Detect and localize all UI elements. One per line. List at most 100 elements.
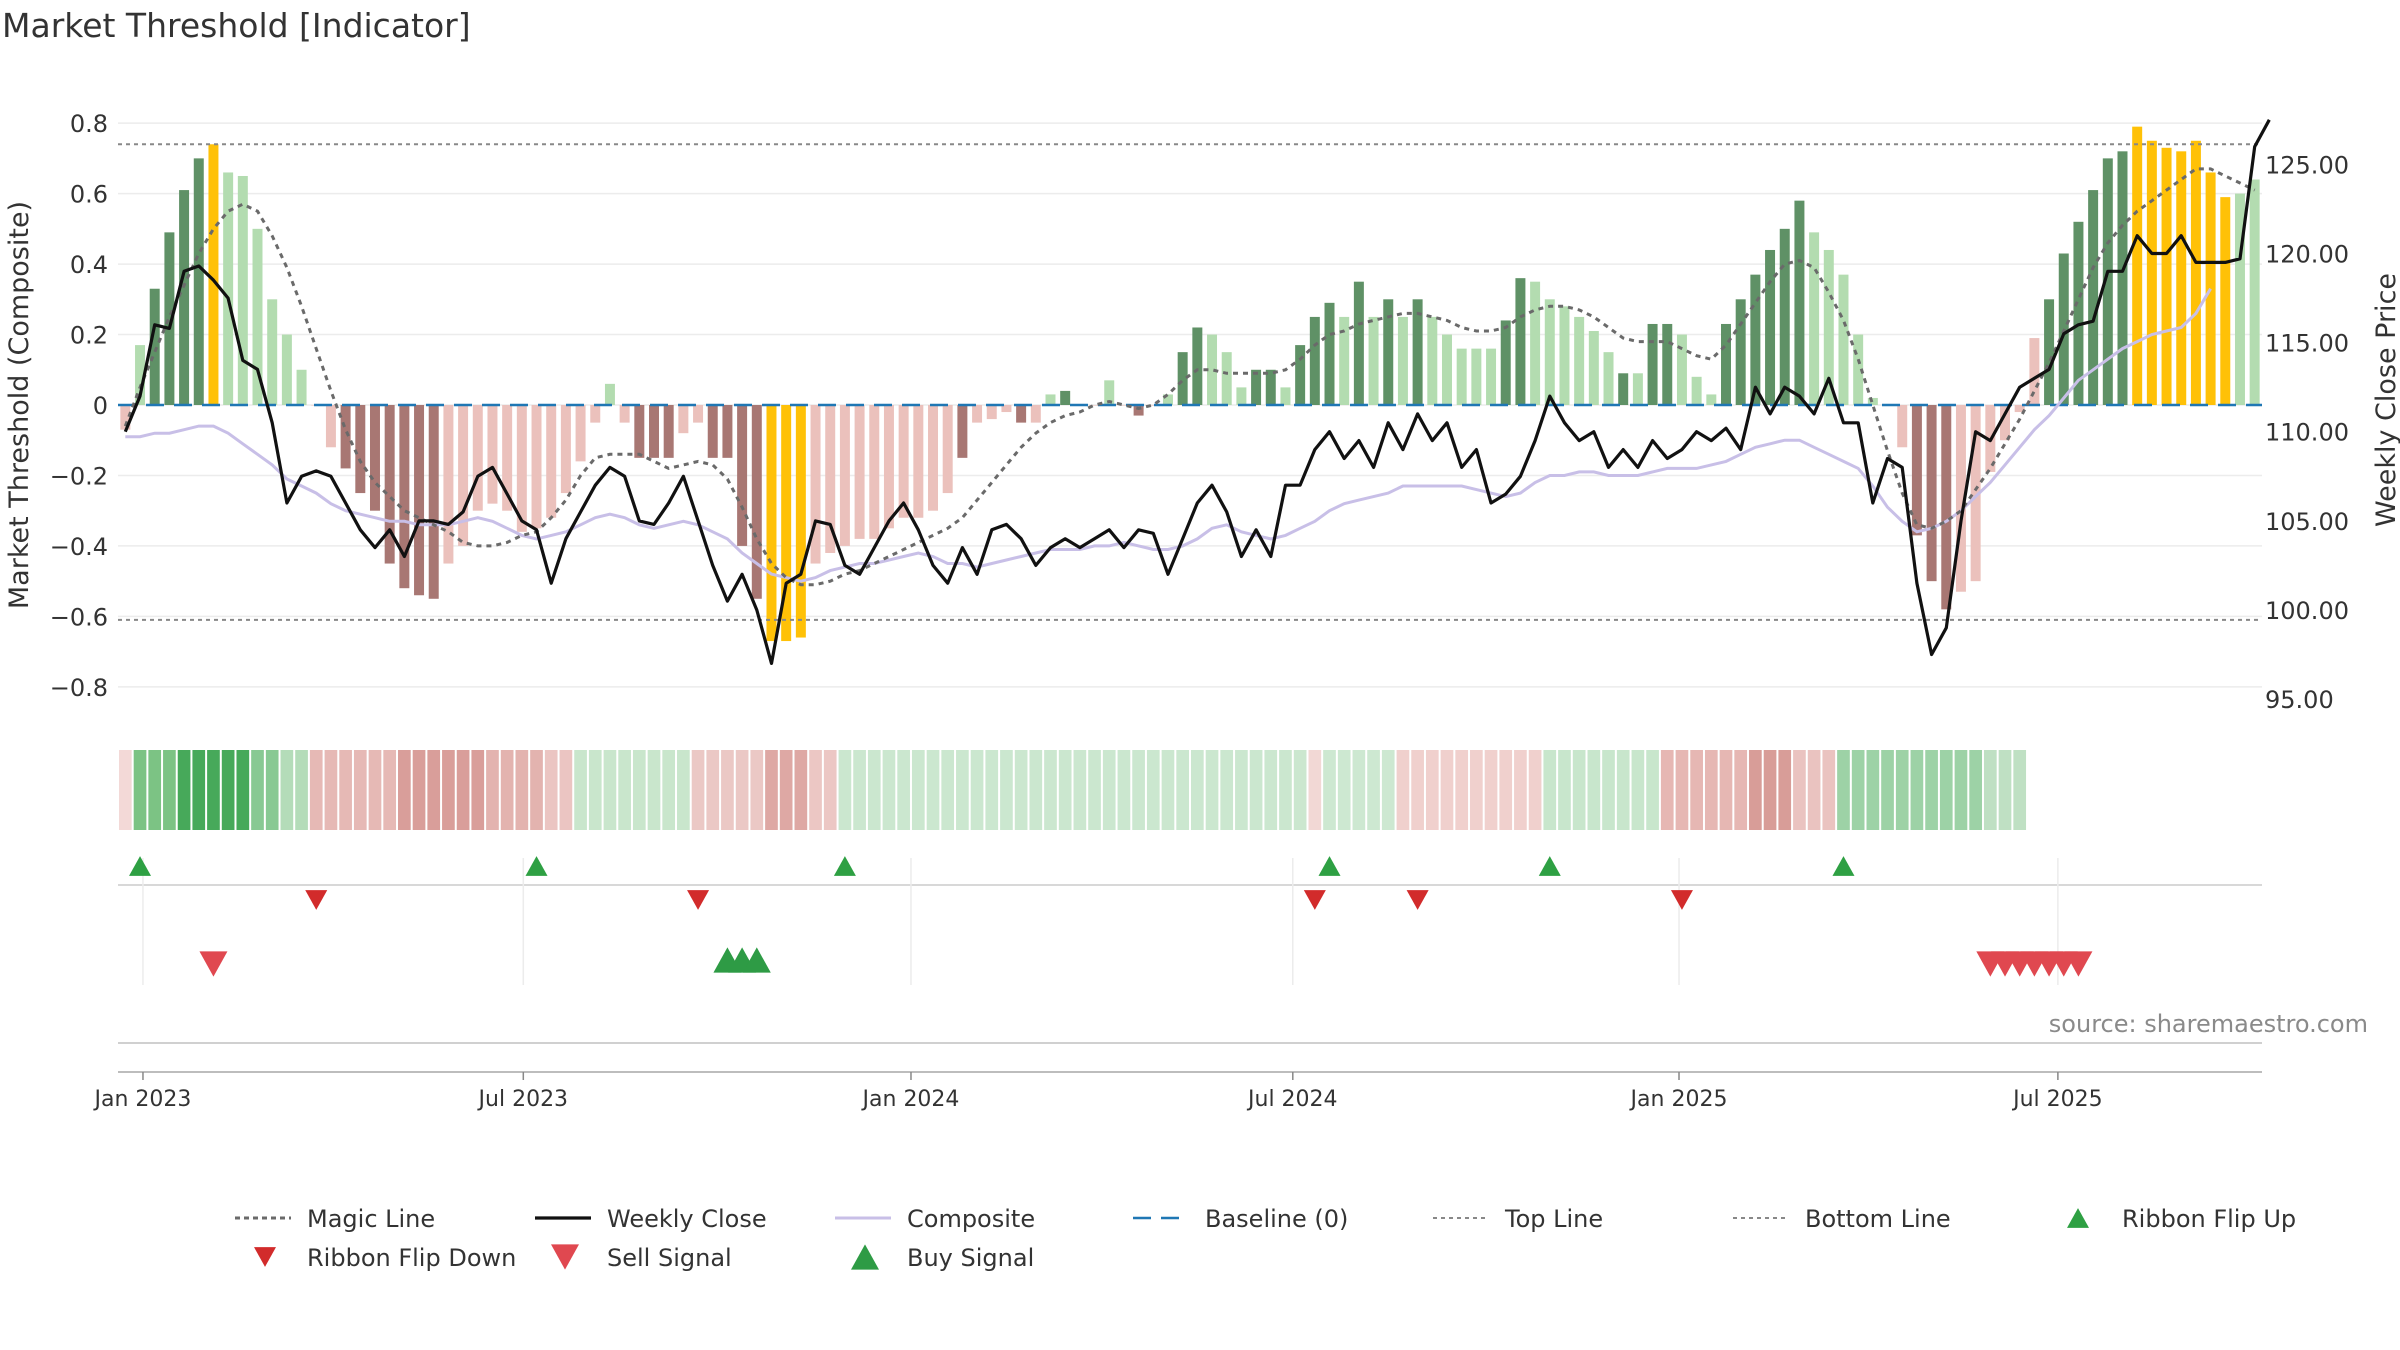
composite-bar [2220,197,2231,405]
composite-bar [428,405,439,599]
composite-bar [1207,334,1218,405]
ribbon-cell [1837,750,1850,830]
y2-tick-label: 120.00 [2265,241,2349,269]
x-tick-label: Jan 2025 [1629,1087,1728,1112]
composite-bar [1104,380,1115,405]
ribbon-cell [442,750,455,830]
composite-bar [193,158,204,405]
ribbon-cell [1910,750,1924,830]
ribbon-cell [324,750,338,830]
composite-bar [634,405,645,458]
composite-bar [1603,352,1614,405]
ribbon-cell [911,750,925,830]
composite-bar [399,405,410,589]
y-tick-label: −0.2 [50,462,108,490]
composite-bar [281,334,292,405]
composite-bar [649,405,659,458]
legend-label: Magic Line [307,1205,435,1233]
y-tick-label: 0 [93,392,108,420]
legend-swatch [551,1244,579,1270]
ribbon-cell [119,750,132,830]
ribbon-cell [353,750,367,830]
composite-bar [575,405,586,462]
composite-bar [1221,352,1232,405]
ribbon-flip-up-marker [129,856,152,876]
composite-bar [1456,348,1467,405]
x-tick-label: Jul 2025 [2011,1087,2103,1112]
composite-bar [1706,394,1717,405]
composite-bar [781,405,792,642]
ribbon-cell [1396,750,1410,830]
ribbon-cell [794,750,808,830]
composite-bar [2102,158,2113,405]
composite-bar [1765,249,1776,405]
ribbon-cell [133,750,147,830]
y2-tick-label: 115.00 [2265,330,2349,358]
ribbon-cell [853,750,866,830]
ribbon-flip-up-marker [1538,856,1561,876]
ribbon-cell [295,750,308,830]
ribbon-cell [1191,750,1204,830]
ribbon-cell [1249,750,1263,830]
legend-label: Baseline (0) [1205,1205,1348,1233]
ribbon-cell [1411,750,1424,830]
composite-bar [2161,147,2172,406]
composite-bar [1251,369,1262,405]
y-axis-title: Market Threshold (Composite) [4,201,35,609]
ribbon-cell [1734,750,1748,830]
composite-bar [135,345,146,405]
x-tick-label: Jul 2023 [477,1087,569,1112]
ribbon-cell [1176,750,1189,830]
ribbon-cell [1308,750,1322,830]
ribbon-cell [251,750,264,830]
ribbon-cell [1440,750,1454,830]
ribbon-cell [867,750,881,830]
ribbon-cell [1425,750,1439,830]
legend-item: Ribbon Flip Down [307,1244,516,1272]
ribbon-cell [765,750,778,830]
y-tick-label: −0.8 [50,674,108,702]
y-tick-label: −0.4 [50,533,108,561]
ribbon-cell [721,750,734,830]
composite-bar [1118,405,1129,406]
y2-tick-label: 125.00 [2265,151,2349,179]
ribbon-cell [1763,750,1777,830]
ribbon-cell [1161,750,1175,830]
composite-bar [560,405,571,494]
source-credit: source: sharemaestro.com [2048,1010,2368,1038]
ribbon-cell [309,750,323,830]
ribbon-cell [383,750,397,830]
ribbon-cell [221,750,235,830]
ribbon-flip-down-marker [1406,890,1429,910]
composite-bar [913,405,924,518]
ribbon-cell [1205,750,1219,830]
composite-bar [751,405,762,599]
ribbon-flip-up-marker [1318,856,1341,876]
ribbon-cell [1528,750,1542,830]
composite-bar [604,383,615,405]
composite-bar [1911,405,1922,536]
composite-bar [1941,405,1952,610]
legend-label: Sell Signal [607,1244,732,1272]
composite-bar [1779,228,1790,405]
composite-bar [1324,302,1335,405]
composite-bar [2146,140,2157,406]
composite-bar [1794,200,1805,405]
composite-bar [325,405,336,448]
ribbon-cell [1602,750,1615,830]
composite-bar [1045,394,1056,405]
composite-bar [928,405,939,511]
ribbon-cell [163,750,176,830]
ribbon-cell [207,750,220,830]
composite-bar [2132,126,2143,406]
ribbon-cell [897,750,910,830]
composite-bar [678,405,689,434]
legend-label: Weekly Close [607,1205,767,1233]
composite-bar [942,405,953,494]
ribbon-flip-down-marker [305,890,328,910]
composite-bar [355,405,366,494]
ribbon-cell [1807,750,1821,830]
ribbon-cell [1044,750,1057,830]
composite-bar [1368,316,1379,405]
